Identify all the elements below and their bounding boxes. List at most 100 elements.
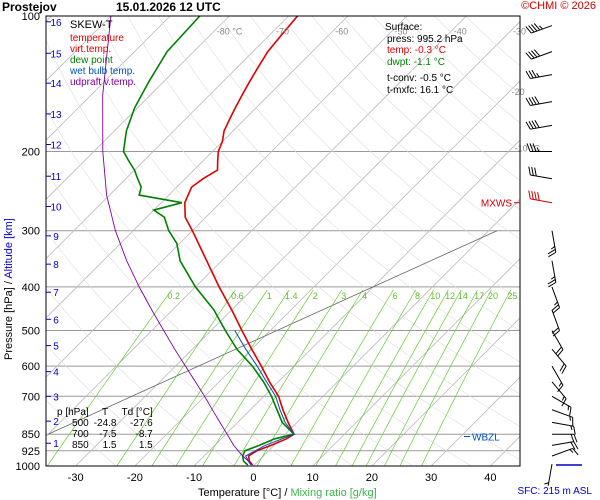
barb-full <box>531 166 534 176</box>
barb-full <box>526 143 531 152</box>
dry-adiabat <box>46 344 176 466</box>
mixing-ratio-label: 8 <box>415 291 420 301</box>
surface-press: press: 995.2 hPa <box>387 33 463 45</box>
wind-barb <box>544 463 553 486</box>
barb-half <box>536 73 540 78</box>
barb-full <box>547 279 556 285</box>
barb-full <box>525 52 532 60</box>
dry-adiabat <box>311 16 520 210</box>
mixing-ratio-label: 0.2 <box>167 291 180 301</box>
altitude-tick-label: 2 <box>53 417 59 428</box>
wind-barb <box>551 330 564 357</box>
barb-half <box>539 25 543 30</box>
isotherm-label: -70 <box>276 27 289 37</box>
barb-half <box>569 449 574 453</box>
wind-barb <box>551 381 567 407</box>
altitude-tick-label: 1 <box>53 439 59 450</box>
dewpoint-cell: -27.6 <box>129 418 153 429</box>
wind-barb <box>525 69 553 79</box>
series-line <box>122 16 296 466</box>
wind-barb <box>552 433 578 443</box>
wind-barb <box>551 348 567 374</box>
mixing-ratio-label: 1 <box>267 291 272 301</box>
barb-half <box>544 482 549 485</box>
barb-half <box>550 276 556 280</box>
pressure-tick-label: 600 <box>22 361 40 373</box>
pressure-tick-label: 500 <box>22 326 40 338</box>
dry-adiabat <box>342 16 520 181</box>
dry-adiabat <box>46 108 413 466</box>
barb-full <box>528 70 534 79</box>
barb-shaft <box>551 260 557 283</box>
isotherm-line <box>253 198 520 466</box>
pressure-tick-label: 200 <box>22 146 40 158</box>
wind-barb <box>525 96 553 106</box>
wind-barb <box>526 143 552 152</box>
dry-adiabat <box>464 16 520 67</box>
isotherm-label: -50 <box>394 27 407 37</box>
barb-full <box>525 70 531 79</box>
temperature-tick-label: -10 <box>186 472 202 484</box>
barb-full <box>528 190 531 200</box>
xlabel-mix: Mixing ratio [g/kg] <box>290 487 377 499</box>
pressure-cell: 700 <box>72 429 89 440</box>
surface-title: Surface: <box>385 22 423 33</box>
altitude-tick-label: 8 <box>53 260 59 271</box>
mixing-ratio-line <box>351 290 449 466</box>
isotherm-line <box>550 16 600 466</box>
barb-full <box>534 120 540 128</box>
barb-full <box>533 49 541 57</box>
isotherm-line <box>134 80 520 466</box>
dry-adiabat <box>46 230 295 466</box>
altitude-tick-label: 9 <box>53 232 59 243</box>
grid-clip <box>46 16 600 466</box>
altitude-tick-label: 11 <box>51 172 62 183</box>
mixing-ratio-line <box>421 290 512 466</box>
barb-full <box>528 97 534 106</box>
mixing-ratio-line <box>335 290 434 466</box>
mixing-ratio-line <box>399 290 492 466</box>
barb-full <box>551 327 559 334</box>
mixing-ratio-line <box>384 290 478 466</box>
xlabel-sep: / <box>284 487 288 499</box>
wind-barb <box>528 166 553 180</box>
barb-shaft <box>551 230 557 253</box>
isotherm-line <box>46 16 467 437</box>
isotherm-label: -60 <box>335 27 348 37</box>
mixing-ratio-line <box>202 290 314 466</box>
altitude-tick-label: 15 <box>50 49 62 60</box>
barb-full <box>569 407 572 416</box>
legend: SKEW-T temperature virt.temp. dew point wet… <box>70 20 136 89</box>
pressure-tick-label: 1000 <box>16 461 40 473</box>
series-line <box>234 330 295 466</box>
pressure-tick-label: 925 <box>22 446 40 458</box>
barb-full <box>525 97 531 106</box>
dry-adiabat <box>280 16 520 240</box>
dry-adiabat <box>127 16 520 395</box>
temp-cell: -24.8 <box>93 418 117 429</box>
mixing-ratio-line <box>47 290 172 466</box>
pressure-tick-label: 700 <box>22 391 40 403</box>
barb-full <box>557 384 564 393</box>
barb-half <box>567 405 569 411</box>
dry-adiabat <box>46 287 235 466</box>
mixing-ratio-label: 1.4 <box>285 291 298 301</box>
altitude-tick-label: 6 <box>53 315 59 326</box>
series-line <box>102 16 253 466</box>
wind-barb <box>547 260 557 288</box>
barb-full <box>573 426 576 435</box>
altitude-tick-label: 16 <box>50 18 62 29</box>
barb-full <box>532 143 537 152</box>
mixing-ratio-label: 20 <box>488 291 498 301</box>
levels-table-header: p [hPa] T Td [°C] <box>57 407 158 418</box>
barb-full <box>531 69 537 78</box>
wind-barb <box>525 23 553 34</box>
altitude-tick-label: 12 <box>50 141 62 152</box>
sounding-curves <box>102 16 299 466</box>
plot-frame <box>45 15 521 467</box>
altitude-tick-label: 4 <box>53 368 59 379</box>
barb-full <box>572 417 574 426</box>
mixing-ratio-line <box>233 290 343 466</box>
barb-full <box>528 121 534 129</box>
mixing-ratio-lines: 0.2 0.6 1 1.4 2 3 4 6 8 10 12 14 17 20 25 <box>47 290 517 466</box>
